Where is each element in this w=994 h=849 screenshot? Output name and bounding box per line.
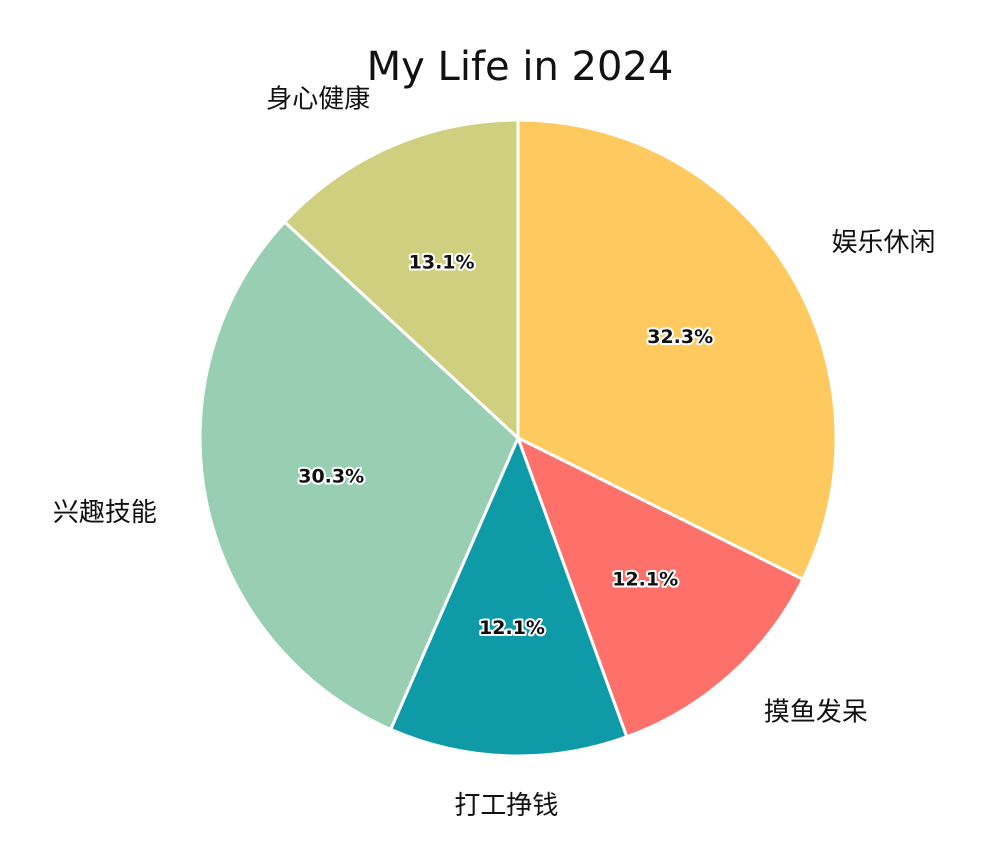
pie-slice-4 — [198, 220, 520, 731]
pie-slices — [198, 118, 838, 758]
chart-title: My Life in 2024 — [367, 44, 674, 90]
category-label-5: 身心健康 — [266, 85, 370, 115]
category-label-1: 娱乐休闲 — [832, 228, 936, 258]
pie-slice-2 — [516, 436, 805, 739]
percentage-label-4: 30.3% — [298, 466, 364, 488]
percentage-labels: 32.3% 12.1% 12.1% 30.3% 13.1% — [296, 250, 715, 642]
pie-slice-1 — [516, 118, 838, 581]
percentage-label-2: 12.1% — [612, 569, 678, 591]
pie-slice-5 — [283, 118, 520, 440]
pie-slice-3 — [389, 436, 629, 758]
percentage-label-3: 12.1% — [479, 617, 545, 639]
category-label-3: 打工挣钱 — [454, 791, 558, 821]
category-label-4: 兴趣技能 — [53, 498, 157, 528]
percentage-label-1: 32.3% — [647, 326, 713, 348]
percentage-label-5: 13.1% — [409, 252, 475, 274]
category-label-2: 摸鱼发呆 — [764, 698, 868, 728]
